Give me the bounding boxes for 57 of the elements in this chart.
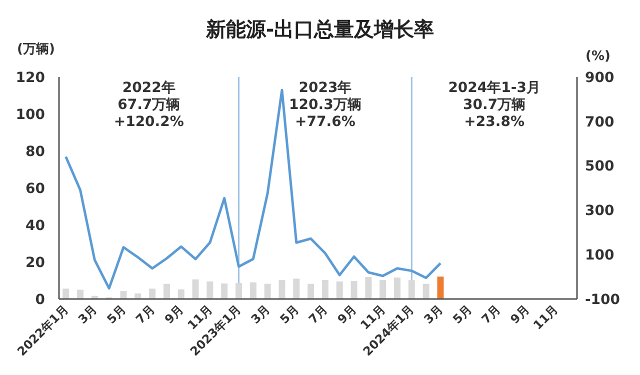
bar xyxy=(350,281,358,299)
bar xyxy=(149,288,156,299)
bar xyxy=(380,280,386,299)
bar xyxy=(422,284,430,299)
y2-tick-label: 900 xyxy=(585,70,614,86)
bar xyxy=(308,284,314,299)
bar xyxy=(134,293,142,299)
x-tick-label: 9月 xyxy=(334,302,360,326)
x-tick-label: 7月 xyxy=(306,302,330,326)
x-tick-label: 7月 xyxy=(478,302,504,326)
bar xyxy=(221,283,228,299)
y-tick-label: 80 xyxy=(26,144,46,160)
bar xyxy=(250,282,256,299)
y-tick-label: 120 xyxy=(16,70,46,86)
annotation: 2023年 120.3万辆 +77.6% xyxy=(289,80,362,130)
y-tick-label: 40 xyxy=(26,218,46,234)
annotation: 2022年 67.7万辆 +120.2% xyxy=(114,80,184,130)
annotation: 2024年1-3月 30.7万辆 +23.8% xyxy=(448,80,540,130)
y2-tick-label: 500 xyxy=(585,158,614,175)
y-axis-title: (万辆) xyxy=(17,42,55,57)
y2-tick-label: 100 xyxy=(585,248,614,264)
y2-axis-title: (%) xyxy=(586,49,610,64)
bar xyxy=(206,281,214,299)
bar xyxy=(178,289,184,299)
bar xyxy=(437,276,444,299)
chart-title: 新能源-出口总量及增长率 xyxy=(204,17,434,41)
x-tick-label: 9月 xyxy=(508,302,532,326)
y2-tick-label: 700 xyxy=(585,114,614,130)
y-tick-label: 60 xyxy=(26,180,46,197)
bar xyxy=(278,280,286,299)
bar xyxy=(264,284,271,299)
bar xyxy=(120,291,127,299)
bar xyxy=(293,278,300,299)
bar xyxy=(62,288,70,299)
y-tick-label: 20 xyxy=(26,254,46,271)
y2-tick-label: -100 xyxy=(585,292,620,308)
bar xyxy=(322,280,328,299)
x-tick-label: 5月 xyxy=(450,302,474,326)
bar xyxy=(365,276,372,299)
x-tick-label: 3月 xyxy=(421,302,446,326)
x-tick-label: 9月 xyxy=(162,302,186,326)
x-tick-label: 5月 xyxy=(277,302,302,326)
x-tick-label: 7月 xyxy=(133,302,158,326)
x-tick-label: 11月 xyxy=(530,302,561,332)
bar xyxy=(394,278,400,299)
y-tick-label: 100 xyxy=(16,106,46,123)
bar xyxy=(236,283,242,299)
bar xyxy=(163,284,170,299)
x-tick-label: 3月 xyxy=(75,302,100,326)
bar xyxy=(77,290,84,299)
y2-tick-label: 300 xyxy=(585,203,614,220)
bar xyxy=(192,279,199,299)
x-tick-label: 5月 xyxy=(104,302,129,326)
y-tick-label: 0 xyxy=(35,292,46,308)
bar xyxy=(336,281,343,299)
bar xyxy=(408,280,415,299)
x-tick-label: 3月 xyxy=(248,302,273,326)
